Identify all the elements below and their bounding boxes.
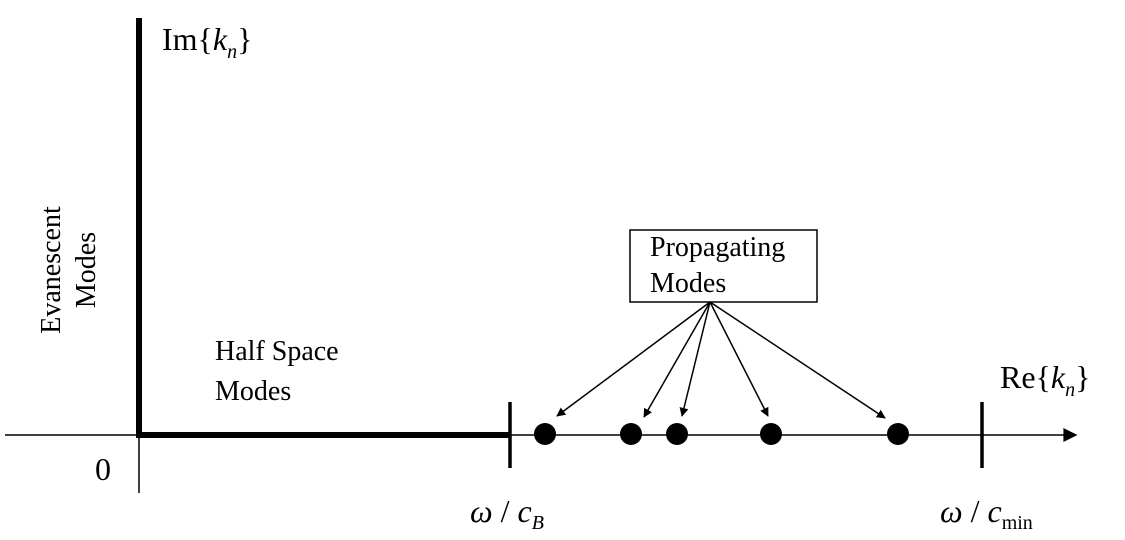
- propagating-label: Modes: [650, 268, 726, 299]
- arrow: [709, 301, 769, 417]
- label-line: Evanescent: [36, 206, 67, 334]
- cb-label: ω / cB: [470, 493, 544, 534]
- propagating-label: Propagating: [650, 232, 785, 263]
- arrow: [556, 301, 711, 417]
- mode-dot: [534, 423, 556, 445]
- im-label: Im{kn}: [162, 21, 252, 63]
- arrow: [643, 301, 711, 418]
- half-space-label: Half Space: [215, 336, 339, 367]
- mode-dot: [887, 423, 909, 445]
- arrow: [709, 301, 886, 419]
- half-space-label: Modes: [215, 376, 291, 407]
- arrows: [556, 301, 886, 419]
- re-label: Re{kn}: [1000, 359, 1090, 401]
- evanescent-label: Evanescent Modes: [36, 206, 102, 334]
- origin-label: 0: [95, 451, 111, 487]
- propagating-box: [629, 229, 818, 303]
- mode-dot: [760, 423, 782, 445]
- cmin-label: ω / cmin: [940, 493, 1033, 534]
- arrow: [679, 301, 711, 417]
- label-line: Modes: [71, 232, 102, 308]
- mode-dot: [666, 423, 688, 445]
- mode-dots: [534, 423, 909, 445]
- mode-dot: [620, 423, 642, 445]
